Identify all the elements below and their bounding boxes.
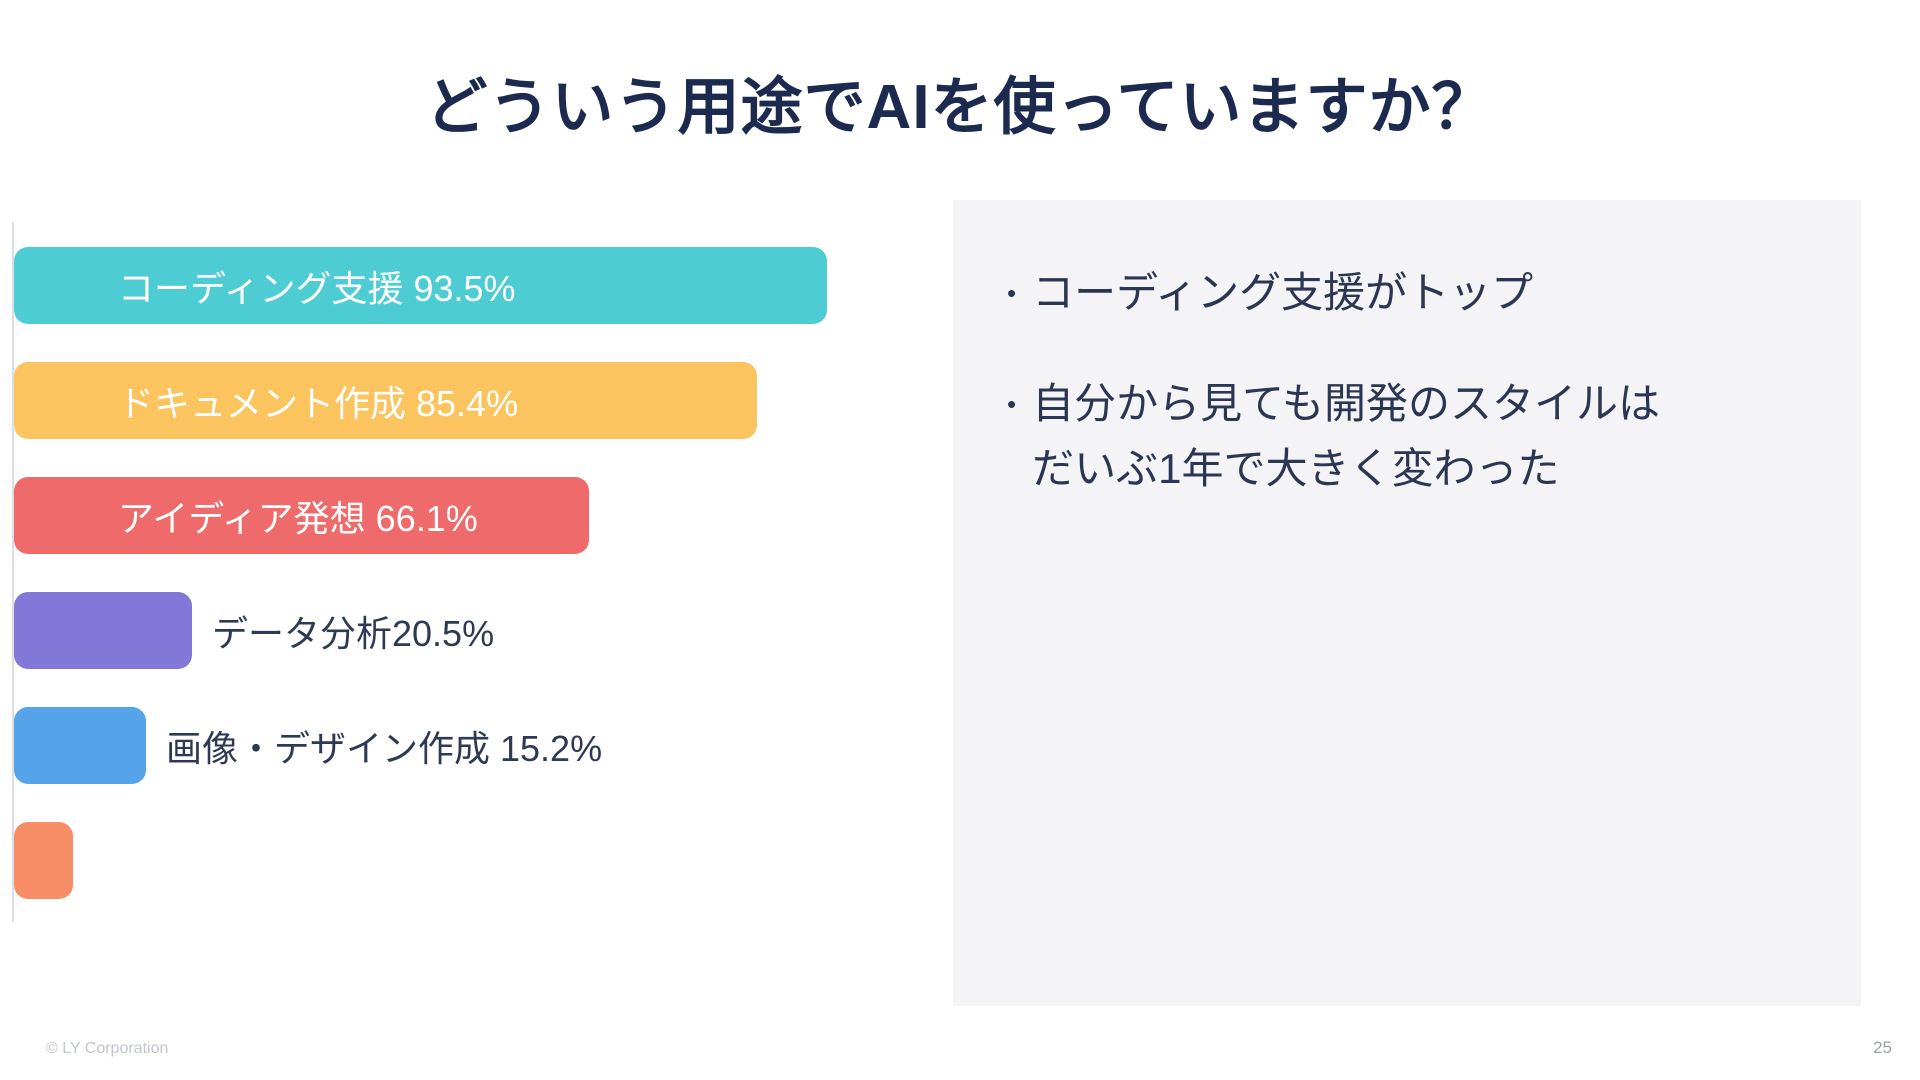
bar-row: ドキュメント作成 85.4% bbox=[14, 362, 827, 439]
bar-row: データ分析20.5% bbox=[14, 592, 827, 669]
chart-bars: コーディング支援 93.5% ドキュメント作成 85.4% アイディア発想 66.1… bbox=[14, 247, 827, 937]
bullet-icon: • bbox=[1007, 278, 1017, 308]
bar: アイディア発想 66.1% bbox=[14, 477, 589, 554]
bar-label: データ分析20.5% bbox=[212, 612, 495, 654]
bar-label: ドキュメント作成 85.4% bbox=[118, 382, 519, 424]
bullet-line: 自分から見ても開発のスタイルは bbox=[1032, 380, 1661, 428]
bullet-item: • コーディング支援がトップ bbox=[1007, 260, 1807, 325]
bar bbox=[14, 822, 73, 899]
bullet-text: コーディング支援がトップ bbox=[1032, 260, 1533, 325]
bar-row: アイディア発想 66.1% bbox=[14, 477, 827, 554]
bullet-line: コーディング支援がトップ bbox=[1032, 269, 1534, 316]
bullet-line: だいぶ1年で大きく変わった bbox=[1032, 445, 1560, 493]
bar bbox=[14, 592, 192, 669]
bar: ドキュメント作成 85.4% bbox=[14, 362, 757, 439]
bullet-text: 自分から見ても開発のスタイルは だいぶ1年で大きく変わった bbox=[1032, 371, 1660, 501]
bar-row bbox=[14, 822, 827, 899]
bar: コーディング支援 93.5% bbox=[14, 247, 827, 324]
bar bbox=[14, 707, 146, 784]
chart-axis-line bbox=[12, 222, 14, 922]
bullet-icon: • bbox=[1007, 389, 1017, 420]
bar-label: アイディア発想 66.1% bbox=[118, 497, 478, 539]
bullet-item: • 自分から見ても開発のスタイルは だいぶ1年で大きく変わった bbox=[1007, 371, 1807, 501]
bar-row: 画像・デザイン作成 15.2% bbox=[14, 707, 827, 784]
copyright-text: © LY Corporation bbox=[46, 1040, 169, 1057]
bar-row: コーディング支援 93.5% bbox=[14, 247, 827, 324]
bar-label: 画像・デザイン作成 15.2% bbox=[166, 727, 603, 769]
page-number: 25 bbox=[1873, 1038, 1892, 1057]
notes-panel: • コーディング支援がトップ • 自分から見ても開発のスタイルは だいぶ1年で大… bbox=[953, 200, 1861, 1006]
slide-title: どういう用途でAIを使っていますか？ bbox=[425, 73, 1495, 142]
bar-label: コーディング支援 93.5% bbox=[118, 267, 516, 309]
